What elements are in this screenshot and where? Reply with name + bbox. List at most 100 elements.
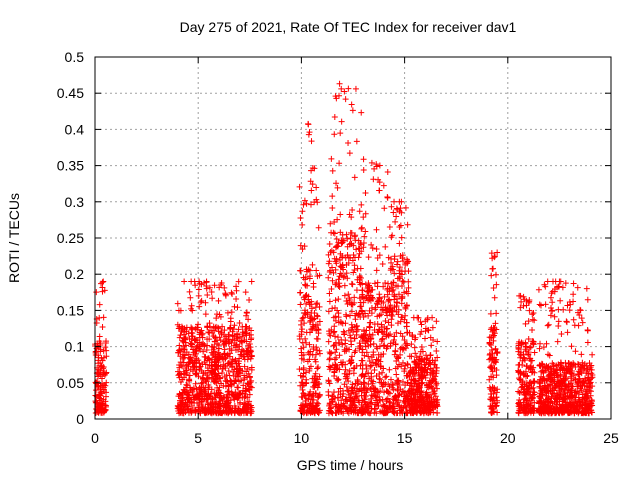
data-point — [326, 290, 333, 297]
data-point — [576, 312, 583, 319]
data-point — [229, 363, 236, 370]
data-point — [358, 201, 365, 208]
data-point — [539, 367, 546, 374]
data-point — [239, 339, 246, 346]
data-point — [204, 392, 211, 399]
data-point — [227, 318, 234, 325]
data-point — [548, 290, 555, 297]
data-point — [343, 297, 350, 304]
data-point — [247, 331, 254, 338]
data-point — [176, 391, 183, 398]
data-point — [183, 367, 190, 374]
data-point — [541, 377, 548, 384]
data-point — [333, 365, 340, 372]
data-point — [552, 384, 559, 391]
data-point — [99, 284, 106, 291]
data-point — [388, 322, 395, 329]
data-point — [348, 326, 355, 333]
data-point — [545, 383, 552, 390]
data-point — [221, 373, 228, 380]
data-point — [97, 383, 104, 390]
data-point — [96, 333, 103, 340]
data-point — [248, 384, 255, 391]
data-point — [582, 401, 589, 408]
data-point — [491, 294, 498, 301]
data-point — [575, 322, 582, 329]
data-point — [579, 397, 586, 404]
data-point — [96, 314, 103, 321]
data-point — [178, 326, 185, 333]
data-point — [433, 398, 440, 405]
data-point — [348, 101, 355, 108]
data-point — [487, 355, 494, 362]
data-point — [351, 294, 358, 301]
data-point — [192, 282, 199, 289]
data-point — [540, 344, 547, 351]
data-point — [356, 250, 363, 257]
data-point — [524, 373, 531, 380]
data-point — [515, 369, 522, 376]
data-point — [519, 379, 526, 386]
data-point — [209, 404, 216, 411]
data-point — [398, 283, 405, 290]
data-point — [315, 364, 322, 371]
data-point — [408, 353, 415, 360]
data-point — [224, 309, 231, 316]
data-point — [556, 278, 563, 285]
data-point — [228, 339, 235, 346]
data-point — [204, 292, 211, 299]
data-point — [185, 354, 192, 361]
data-point — [557, 391, 564, 398]
data-point — [570, 298, 577, 305]
data-point — [306, 351, 313, 358]
data-point — [416, 383, 423, 390]
data-point — [395, 354, 402, 361]
data-point — [393, 371, 400, 378]
data-point — [176, 374, 183, 381]
data-point — [367, 297, 374, 304]
data-point — [340, 328, 347, 335]
data-point — [367, 410, 374, 417]
data-point — [241, 356, 248, 363]
data-point — [405, 268, 412, 275]
data-point — [542, 401, 549, 408]
data-point — [298, 328, 305, 335]
data-point — [351, 174, 358, 181]
data-point — [433, 318, 440, 325]
data-point — [562, 280, 569, 287]
data-point — [198, 401, 205, 408]
data-point — [330, 269, 337, 276]
data-point — [529, 311, 536, 318]
data-point — [418, 371, 425, 378]
data-point — [308, 187, 315, 194]
data-point — [185, 409, 192, 416]
data-point — [392, 347, 399, 354]
data-point — [360, 244, 367, 251]
data-point — [386, 390, 393, 397]
data-point — [402, 261, 409, 268]
data-point — [537, 362, 544, 369]
data-point — [368, 392, 375, 399]
x-tick-label: 10 — [294, 430, 310, 446]
data-point — [494, 349, 501, 356]
y-tick-label: 0.4 — [65, 121, 85, 137]
data-point — [489, 368, 496, 375]
data-point — [381, 403, 388, 410]
data-point — [326, 298, 333, 305]
data-point — [297, 408, 304, 415]
data-point — [523, 400, 530, 407]
data-point — [188, 302, 195, 309]
data-point — [378, 321, 385, 328]
data-point — [245, 316, 252, 323]
data-point — [314, 199, 321, 206]
data-point — [403, 256, 410, 263]
data-point — [192, 337, 199, 344]
data-point — [522, 409, 529, 416]
data-point — [396, 240, 403, 247]
data-point — [521, 355, 528, 362]
data-point — [401, 368, 408, 375]
data-point — [376, 162, 383, 169]
x-tick-label: 25 — [603, 430, 619, 446]
data-point — [93, 387, 100, 394]
